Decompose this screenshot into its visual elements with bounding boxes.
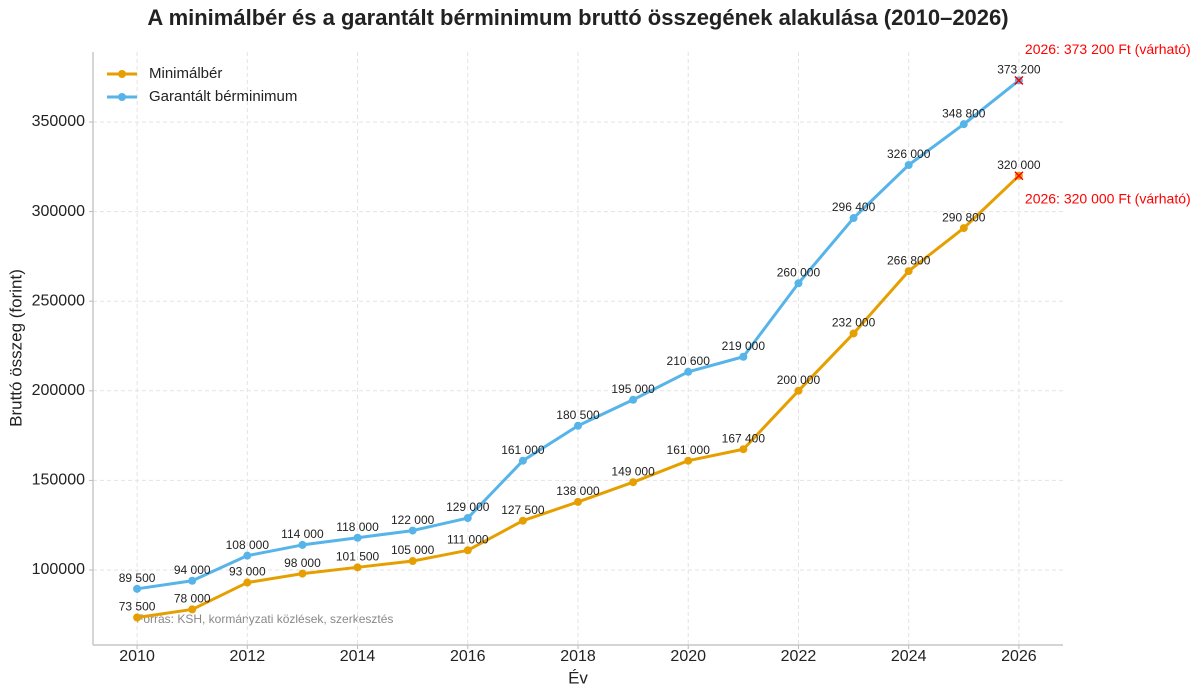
data-label: 180 500 <box>556 408 600 422</box>
data-point <box>408 526 417 535</box>
legend-marker <box>118 70 126 78</box>
data-label: 138 000 <box>556 484 600 498</box>
data-point <box>794 386 803 395</box>
data-point <box>574 421 582 430</box>
data-label: 108 000 <box>226 538 270 552</box>
data-point <box>904 161 913 170</box>
data-label: 89 500 <box>119 571 156 585</box>
x-tick-label: 2018 <box>560 648 596 665</box>
x-tick-label: 2012 <box>230 648 266 665</box>
x-tick-label: 2022 <box>781 648 817 665</box>
data-label: 127 500 <box>501 503 545 517</box>
data-label: 122 000 <box>391 513 435 527</box>
data-label: 219 000 <box>722 339 766 353</box>
data-label: 114 000 <box>281 527 324 541</box>
data-label: 93 000 <box>229 565 266 579</box>
x-tick-label: 2024 <box>891 648 927 665</box>
data-point <box>133 584 142 593</box>
data-label: 105 000 <box>391 543 435 557</box>
data-point <box>739 445 748 454</box>
data-label: 290 800 <box>942 210 986 224</box>
data-label: 200 000 <box>777 373 821 387</box>
y-tick-label: 300000 <box>32 203 85 220</box>
data-label: 78 000 <box>174 592 211 606</box>
data-label: 111 000 <box>447 532 489 546</box>
data-label: 348 800 <box>942 106 986 120</box>
data-label: 149 000 <box>611 464 655 478</box>
data-point <box>463 514 472 523</box>
x-tick-label: 2014 <box>340 648 376 665</box>
data-label: 118 000 <box>336 520 379 534</box>
data-label: 232 000 <box>832 316 876 330</box>
y-tick-label: 250000 <box>32 292 85 309</box>
y-tick-label: 100000 <box>32 561 85 578</box>
y-axis-label: Bruttó összeg (forint) <box>6 269 25 427</box>
data-label: 266 800 <box>887 253 931 267</box>
data-point <box>849 329 858 338</box>
data-label: 161 000 <box>667 443 711 457</box>
source-note: Forrás: KSH, kormányzati közlések, szerk… <box>136 612 393 626</box>
data-point <box>463 546 472 555</box>
data-point <box>518 456 527 465</box>
data-point <box>849 214 858 223</box>
data-label: 326 000 <box>887 147 931 161</box>
data-label: 260 000 <box>777 265 821 279</box>
legend-label: Garantált bérminimum <box>149 88 297 105</box>
legend-marker <box>118 93 126 101</box>
x-axis-label: Év <box>568 668 588 687</box>
data-point <box>188 605 197 614</box>
data-point <box>794 279 803 288</box>
chart-title: A minimálbér és a garantált bérminimum b… <box>147 5 1008 30</box>
data-point <box>188 576 197 585</box>
annotation-marker <box>1014 171 1024 181</box>
data-point <box>353 563 362 572</box>
data-point <box>518 516 527 525</box>
x-tick-label: 2010 <box>119 648 155 665</box>
data-label: 210 600 <box>667 354 711 368</box>
data-point <box>133 613 142 622</box>
data-label: 161 000 <box>501 443 545 457</box>
data-point <box>574 497 582 506</box>
y-tick-label: 150000 <box>32 472 85 489</box>
data-point <box>353 533 362 542</box>
data-point <box>298 540 307 549</box>
y-tick-label: 350000 <box>32 113 85 130</box>
data-point <box>629 395 638 404</box>
data-point <box>684 456 693 465</box>
data-label: 167 400 <box>722 431 766 445</box>
data-label: 320 000 <box>997 158 1041 172</box>
data-point <box>959 120 968 129</box>
y-tick-label: 200000 <box>32 382 85 399</box>
data-label: 195 000 <box>611 382 655 396</box>
data-point <box>684 367 693 376</box>
data-label: 296 400 <box>832 200 876 214</box>
data-label: 98 000 <box>284 556 321 570</box>
legend-label: Minimálbér <box>149 65 222 82</box>
annotation-text: 2026: 373 200 Ft (várható) <box>1025 41 1191 57</box>
data-label: 101 500 <box>336 549 380 563</box>
data-point <box>739 352 748 361</box>
data-point <box>298 569 307 578</box>
x-tick-label: 2016 <box>450 648 486 665</box>
data-label: 94 000 <box>174 563 211 577</box>
data-point <box>629 478 638 487</box>
data-point <box>904 267 913 276</box>
data-point <box>243 551 252 560</box>
data-point <box>408 557 417 566</box>
data-label: 73 500 <box>119 600 156 614</box>
annotation-text: 2026: 320 000 Ft (várható) <box>1025 190 1191 206</box>
x-tick-label: 2020 <box>670 648 706 665</box>
annotation-marker <box>1014 75 1024 85</box>
data-label: 373 200 <box>997 63 1041 77</box>
data-point <box>243 578 252 587</box>
data-label: 129 000 <box>446 500 490 514</box>
x-tick-label: 2026 <box>1001 648 1037 665</box>
data-point <box>959 224 968 233</box>
